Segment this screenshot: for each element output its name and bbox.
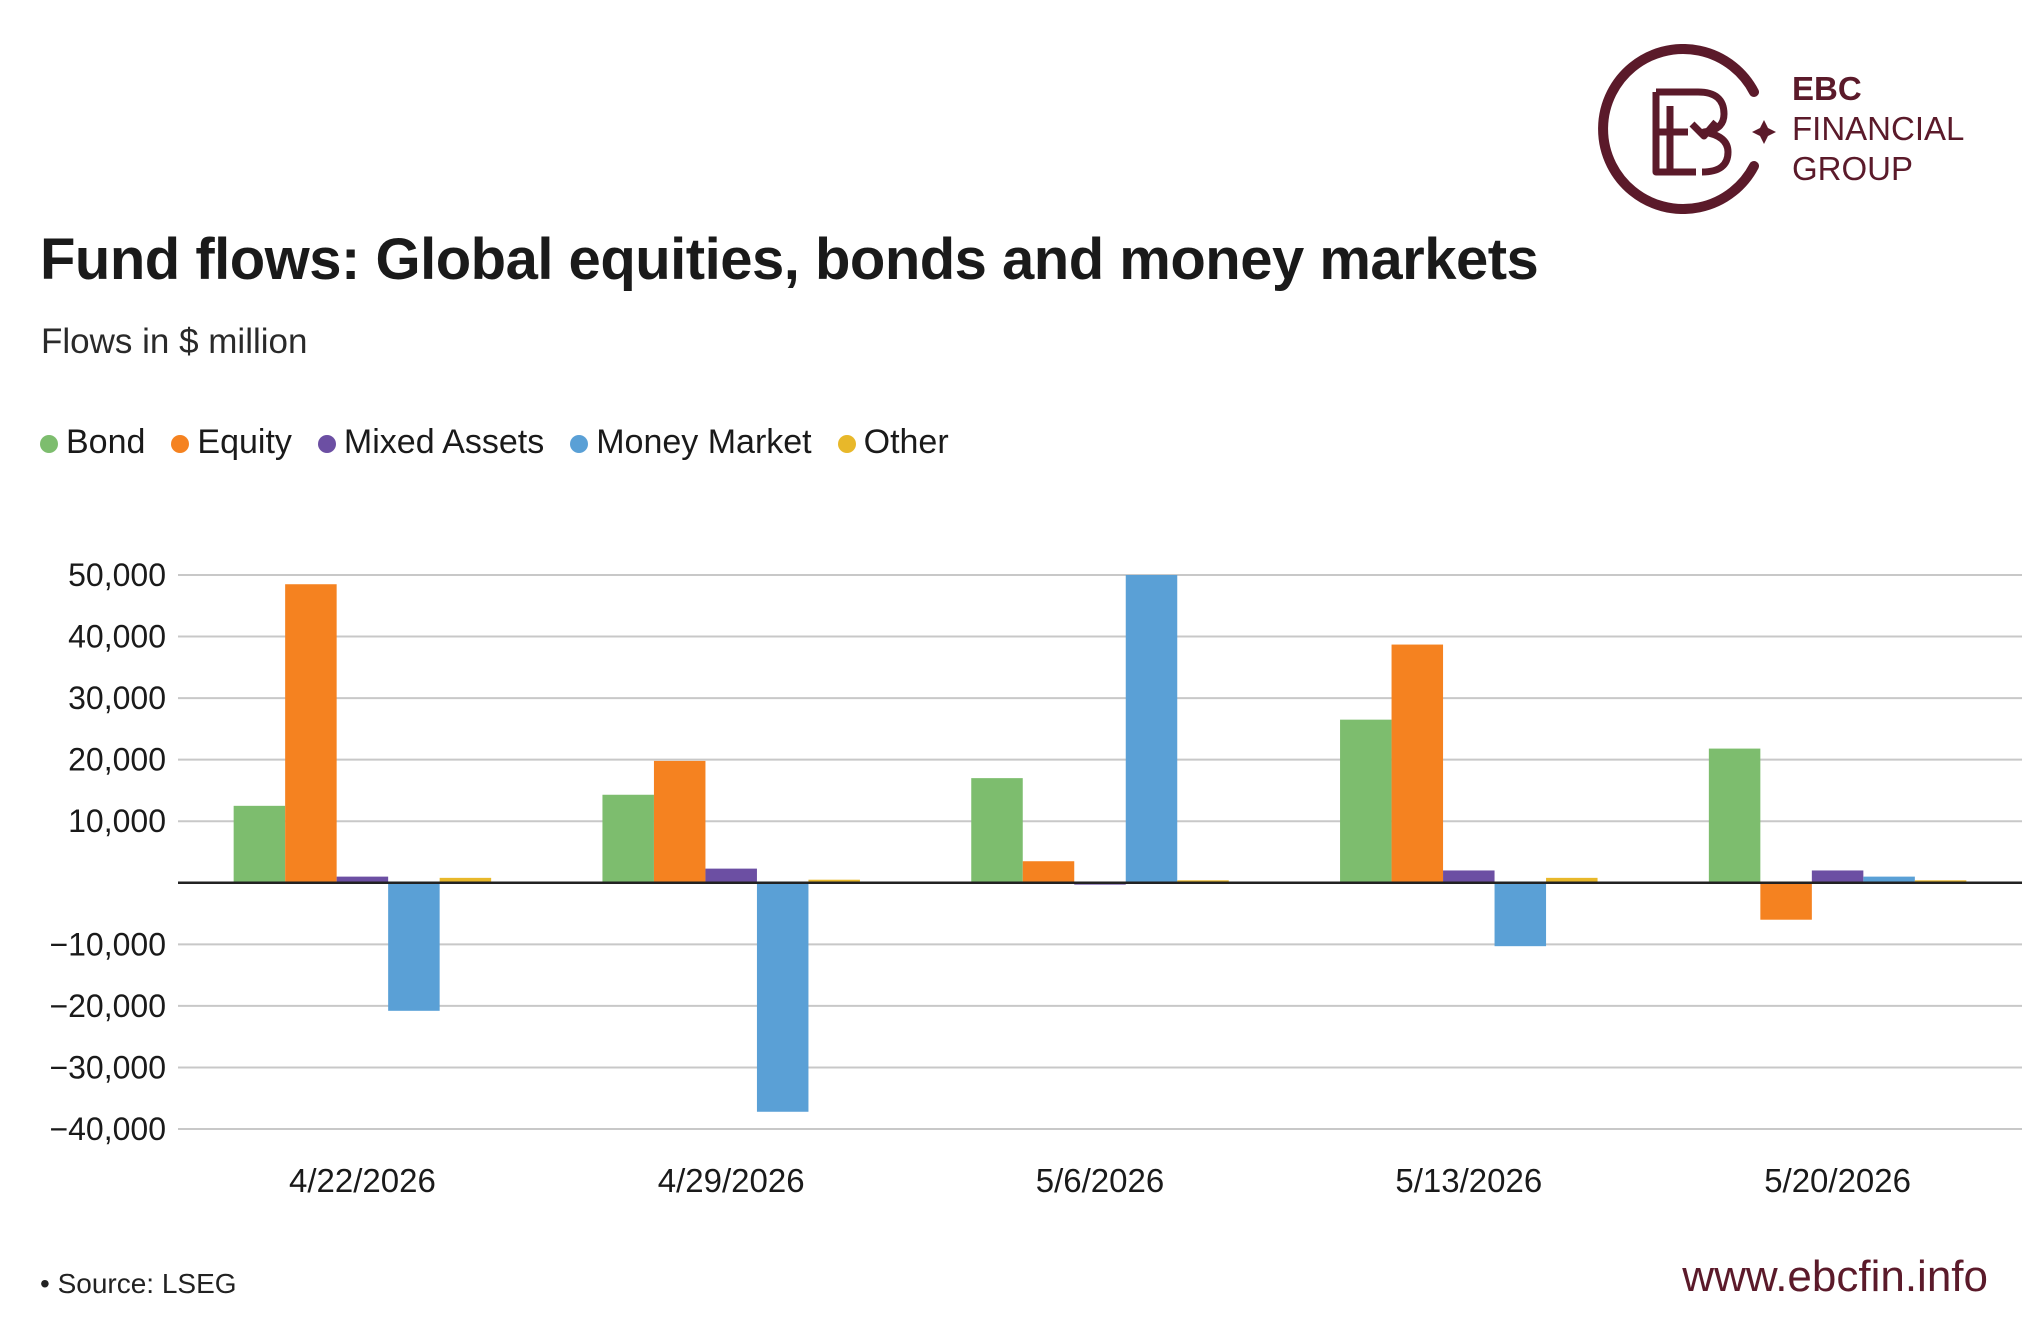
bar-mixed-assets [336, 876, 389, 883]
y-tick-label: 50,000 [68, 557, 166, 593]
bar-equity [1022, 861, 1075, 883]
bar-money-market [1863, 876, 1915, 883]
bar-equity [1760, 882, 1812, 920]
y-tick-label: 30,000 [68, 680, 166, 716]
bar-bond [971, 778, 1023, 883]
website-link[interactable]: www.ebcfin.info [1682, 1252, 1988, 1301]
chart-subtitle: Flows in $ million [41, 322, 308, 361]
legend-item: Money Market [570, 422, 812, 462]
legend-label: Equity [197, 422, 292, 461]
bar-money-market [1125, 575, 1178, 883]
ebc-monogram-icon [1598, 44, 1776, 214]
legend-label: Other [863, 422, 949, 461]
y-tick-label: −30,000 [49, 1049, 166, 1085]
y-tick-label: 20,000 [68, 742, 166, 778]
bar-bond [1340, 719, 1392, 883]
y-tick-label: 40,000 [68, 619, 166, 655]
bar-bond [233, 805, 286, 883]
legend-item: Other [837, 422, 949, 462]
chart-legend: Bond Equity Mixed Assets Money Market Other [40, 418, 975, 466]
legend-item: Equity [171, 423, 292, 462]
bar-other [439, 877, 492, 883]
y-tick-label: −10,000 [49, 926, 166, 962]
x-tick-label: 4/29/2026 [658, 1162, 805, 1199]
bar-other [808, 879, 860, 883]
chart-title: Fund flows: Global equities, bonds and m… [40, 227, 1539, 292]
ebc-logo: EBC FINANCIAL GROUP [1598, 44, 1964, 214]
x-tick-label: 5/13/2026 [1395, 1162, 1542, 1199]
x-tick-label: 4/22/2026 [289, 1162, 436, 1199]
legend-marker [40, 435, 58, 453]
bar-other [1546, 877, 1598, 883]
brand-name-line1: EBC [1792, 70, 1862, 107]
bar-money-market [388, 882, 440, 1011]
bar-equity [653, 760, 706, 883]
bar-mixed-assets [705, 868, 757, 883]
bar-money-market [756, 882, 809, 1112]
bar-mixed-assets [1811, 870, 1864, 883]
bar-bond [602, 794, 654, 883]
x-tick-label: 5/20/2026 [1764, 1162, 1911, 1199]
y-tick-label: 10,000 [68, 803, 166, 839]
bar-money-market [1494, 882, 1547, 947]
legend-label: Mixed Assets [343, 422, 545, 461]
bar-equity [285, 584, 337, 883]
legend-marker [171, 435, 190, 453]
legend-item: Mixed Assets [317, 422, 545, 462]
bar-bond [1708, 748, 1761, 883]
legend-marker [837, 435, 856, 453]
bar-mixed-assets [1443, 870, 1495, 883]
x-tick-label: 5/6/2026 [1036, 1162, 1164, 1199]
source-note: • Source: LSEG [40, 1268, 237, 1299]
y-tick-label: −20,000 [49, 988, 166, 1024]
legend-label: Money Market [596, 422, 812, 461]
y-tick-label: −40,000 [49, 1111, 166, 1147]
legend-marker [317, 435, 336, 453]
legend-label: Bond [66, 422, 146, 461]
legend-item: Bond [40, 423, 145, 462]
bar-equity [1391, 644, 1444, 883]
brand-name-line3: GROUP [1792, 150, 1913, 187]
legend-marker [570, 435, 589, 453]
brand-name-line2: FINANCIAL [1792, 110, 1964, 147]
